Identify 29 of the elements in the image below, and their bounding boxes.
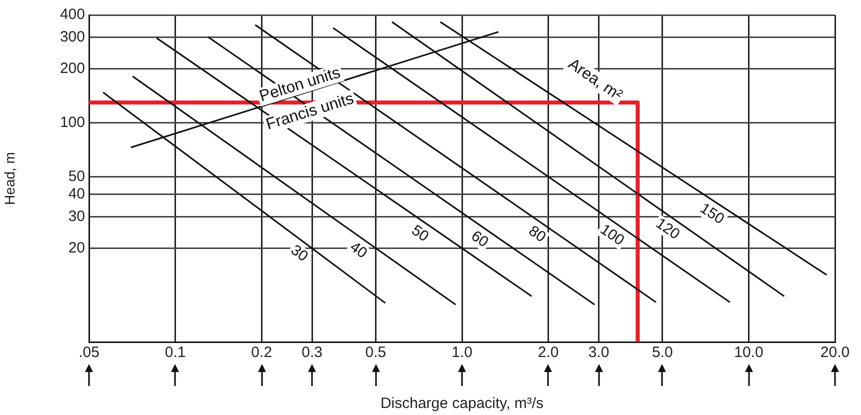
y-tick-label: 400 bbox=[60, 6, 85, 24]
text: 30 bbox=[288, 242, 312, 266]
text: 60 bbox=[468, 227, 492, 251]
x-tick-label: 2.0 bbox=[538, 344, 559, 362]
x-tick-label: 5.0 bbox=[652, 344, 673, 362]
x-tick-label: 20.0 bbox=[820, 344, 850, 362]
y-tick-label: 300 bbox=[60, 28, 85, 46]
x-tick-label: 1.0 bbox=[452, 344, 472, 362]
y-axis-title: Head, m bbox=[1, 152, 18, 205]
y-tick-label: 200 bbox=[60, 60, 85, 78]
x-tick-label: 0.2 bbox=[251, 344, 272, 362]
y-tick-label: 40 bbox=[68, 185, 85, 202]
text: 80 bbox=[525, 222, 549, 246]
x-axis-title: Discharge capacity, m³/s bbox=[380, 395, 544, 412]
y-tick-label: 20 bbox=[68, 239, 85, 256]
text: 40 bbox=[346, 238, 370, 262]
x-tick-label: 10.0 bbox=[734, 344, 764, 362]
x-tick-label: 0.5 bbox=[365, 344, 386, 362]
x-tick-label: .05 bbox=[78, 344, 100, 362]
text: 150 bbox=[696, 200, 728, 228]
x-tick-label: 3.0 bbox=[588, 344, 610, 362]
y-tick-label: 100 bbox=[60, 114, 85, 132]
text: 100 bbox=[597, 220, 628, 250]
y-tick-label: 50 bbox=[68, 168, 85, 186]
text: 120 bbox=[652, 214, 683, 244]
x-tick-label: 0.3 bbox=[302, 344, 323, 362]
y-tick-label: 30 bbox=[68, 208, 85, 225]
x-tick-label: 0.1 bbox=[164, 344, 186, 362]
text: 50 bbox=[408, 222, 432, 246]
